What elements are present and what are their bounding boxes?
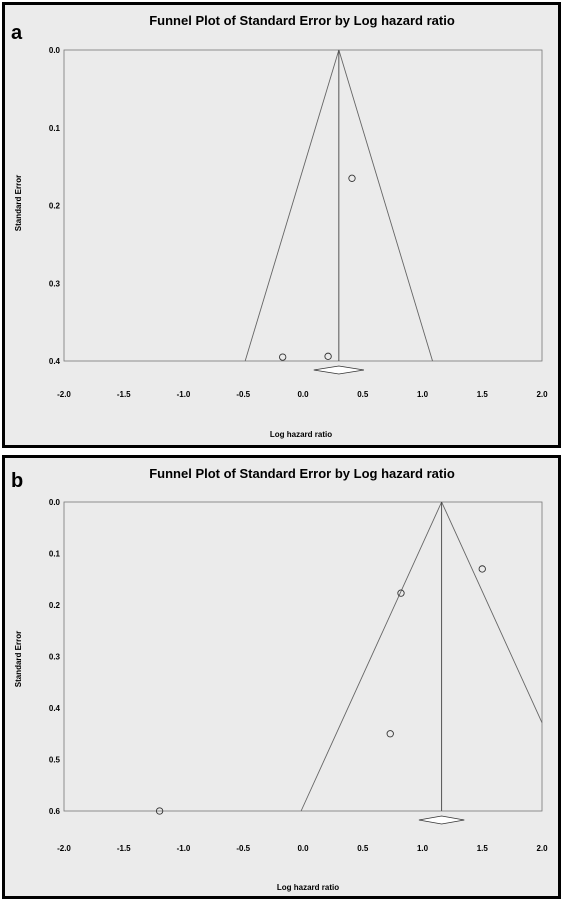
x-tick-label: 2.0	[536, 390, 548, 399]
panel-label: a	[11, 22, 23, 44]
chart-title: Funnel Plot of Standard Error by Log haz…	[149, 13, 455, 28]
y-axis-label: Standard Error	[14, 175, 23, 231]
study-point	[386, 730, 394, 738]
study-point	[279, 353, 287, 361]
x-ticks: -2.0 -1.5 -1.0 -0.5 0.0 0.5 1.0 1.5 2.0	[57, 844, 548, 853]
y-tick-label: 0.5	[49, 756, 61, 765]
y-tick-label: 0.1	[49, 124, 61, 133]
x-tick-label: -0.5	[236, 844, 250, 853]
y-tick-label: 0.6	[49, 807, 61, 816]
x-tick-label: 0.5	[357, 844, 369, 853]
y-axis-label: Standard Error	[14, 631, 23, 687]
y-tick-label: 0.4	[49, 357, 61, 366]
funnel-plot-a: a Funnel Plot of Standard Error by Log h…	[11, 13, 548, 439]
x-tick-label: -1.0	[177, 390, 191, 399]
plot-area	[63, 501, 543, 812]
x-tick-label: 1.0	[417, 390, 429, 399]
y-tick-label: 0.3	[49, 279, 61, 288]
y-tick-label: 0.0	[49, 46, 61, 55]
x-axis-label: Log hazard ratio	[270, 430, 332, 439]
x-tick-label: 0.0	[297, 390, 309, 399]
x-tick-label: 2.0	[536, 844, 548, 853]
y-tick-label: 0.3	[49, 653, 61, 662]
funnel-right-boundary	[441, 501, 543, 723]
funnel-marks	[155, 501, 543, 825]
x-tick-label: 0.5	[357, 390, 369, 399]
plot-area	[63, 49, 543, 362]
funnel-plot-panel-b: b Funnel Plot of Standard Error by Log h…	[2, 455, 561, 899]
x-tick-label: 0.0	[297, 844, 309, 853]
study-point	[155, 807, 164, 815]
x-tick-label: -0.5	[236, 390, 250, 399]
funnel-right-boundary	[338, 49, 433, 362]
study-point	[397, 589, 405, 597]
x-tick-label: -1.5	[117, 390, 131, 399]
x-tick-label: 1.5	[477, 390, 489, 399]
chart-title: Funnel Plot of Standard Error by Log haz…	[149, 466, 455, 481]
funnel-marks	[244, 49, 433, 375]
y-tick-label: 0.2	[49, 601, 61, 610]
x-tick-label: -1.0	[177, 844, 191, 853]
x-tick-label: -2.0	[57, 390, 71, 399]
y-tick-label: 0.2	[49, 202, 61, 211]
x-ticks: -2.0 -1.5 -1.0 -0.5 0.0 0.5 1.0 1.5 2.0	[57, 390, 548, 399]
funnel-plot-b: b Funnel Plot of Standard Error by Log h…	[11, 466, 548, 892]
x-tick-label: 1.5	[477, 844, 489, 853]
summary-diamond	[418, 815, 465, 825]
x-tick-label: -1.5	[117, 844, 131, 853]
funnel-plot-panel-a: a Funnel Plot of Standard Error by Log h…	[2, 2, 561, 448]
y-tick-label: 0.0	[49, 498, 61, 507]
y-ticks: 0.0 0.1 0.2 0.3 0.4	[49, 46, 61, 366]
y-ticks: 0.0 0.1 0.2 0.3 0.4 0.5 0.6	[49, 498, 61, 816]
funnel-left-boundary	[244, 49, 340, 362]
y-tick-label: 0.4	[49, 704, 61, 713]
summary-diamond	[313, 365, 365, 375]
study-point	[324, 352, 332, 360]
x-tick-label: -2.0	[57, 844, 71, 853]
study-point	[348, 174, 356, 182]
panel-label: b	[11, 470, 23, 492]
y-tick-label: 0.1	[49, 550, 61, 559]
x-axis-label: Log hazard ratio	[277, 883, 339, 892]
funnel-left-boundary	[300, 501, 443, 812]
x-tick-label: 1.0	[417, 844, 429, 853]
study-point	[478, 565, 486, 573]
